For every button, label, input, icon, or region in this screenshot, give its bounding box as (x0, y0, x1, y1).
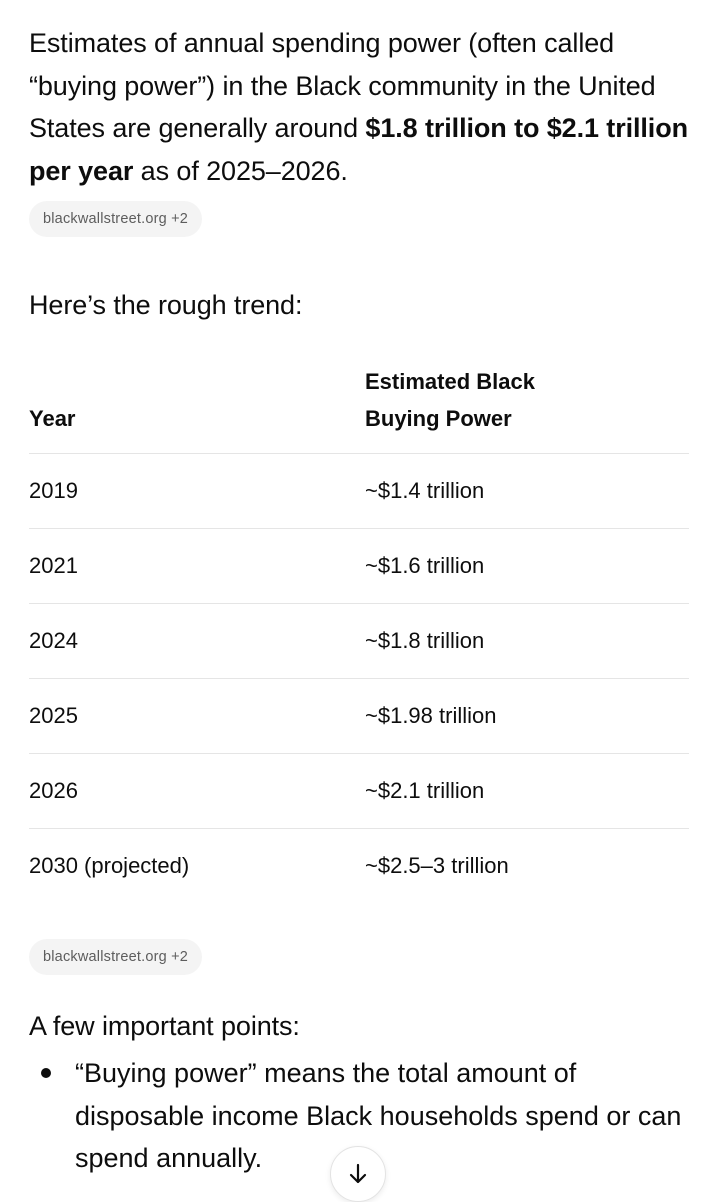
cell-value: ~$1.4 trillion (365, 452, 689, 528)
cell-year: 2021 (29, 527, 365, 603)
header-year: Year (29, 405, 76, 431)
cell-year: 2019 (29, 452, 365, 528)
table-row: 2019 ~$1.4 trillion (29, 452, 689, 528)
source-chip[interactable]: blackwallstreet.org +2 (29, 938, 203, 975)
cell-year: 2030 (projected) (29, 827, 365, 903)
intro-bold-range: $1.8 trillion to $2.1 trillion per year (29, 113, 688, 186)
table-row: 2024 ~$1.8 trillion (29, 602, 689, 678)
cell-year: 2025 (29, 677, 365, 753)
table-row: 2025 ~$1.98 trillion (29, 677, 689, 753)
table-row: 2030 (projected) ~$2.5–3 trillion (29, 827, 689, 903)
arrow-down-icon (349, 1163, 367, 1184)
intro-text-after: as of 2025–2026. (133, 155, 348, 186)
cell-year: 2026 (29, 752, 365, 828)
cell-value: ~$1.98 trillion (365, 677, 689, 753)
chat-response: Estimates of annual spending power (ofte… (29, 22, 689, 1180)
points-intro: A few important points: (29, 1010, 300, 1041)
cell-value: ~$1.6 trillion (365, 527, 689, 603)
scroll-down-button[interactable] (330, 1146, 386, 1202)
list-item: “Buying power” means the total amount of… (29, 1052, 689, 1180)
cell-value: ~$2.1 trillion (365, 752, 689, 828)
list-item-text: “Buying power” means the total amount of… (75, 1058, 682, 1173)
intro-paragraph: Estimates of annual spending power (ofte… (29, 22, 689, 192)
cell-value: ~$1.8 trillion (365, 602, 689, 678)
points-list: “Buying power” means the total amount of… (29, 1052, 689, 1180)
buying-power-table: Year Estimated Black Buying Power 2019 ~… (29, 363, 689, 903)
intro-text-before: Estimates of annual spending power (ofte… (29, 28, 656, 143)
cell-year: 2024 (29, 602, 365, 678)
table-header-row: Year Estimated Black Buying Power (29, 363, 689, 454)
bullet-icon (41, 1068, 51, 1078)
source-chip[interactable]: blackwallstreet.org +2 (29, 201, 203, 237)
table-row: 2026 ~$2.1 trillion (29, 752, 689, 828)
table-row: 2021 ~$1.6 trillion (29, 527, 689, 603)
cell-value: ~$2.5–3 trillion (365, 827, 689, 903)
header-buying-power: Estimated Black Buying Power (365, 368, 535, 431)
trend-intro: Here’s the rough trend: (29, 290, 303, 320)
